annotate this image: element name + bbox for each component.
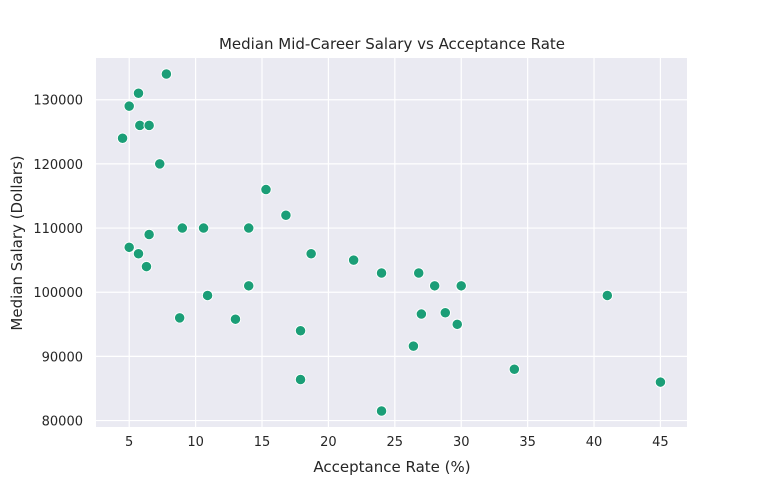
data-point-20 — [294, 325, 307, 337]
plot-area — [96, 58, 687, 427]
data-point-23 — [347, 254, 360, 266]
data-point-34 — [601, 289, 613, 302]
data-point-10 — [160, 68, 173, 80]
data-point-35 — [654, 376, 667, 388]
data-point-1 — [123, 100, 135, 112]
data-point-8 — [143, 228, 155, 241]
y-tick-label-1: 90000 — [42, 350, 83, 365]
data-point-19 — [280, 209, 292, 221]
x-tick-label-2: 15 — [254, 435, 271, 450]
data-point-0 — [116, 132, 129, 144]
data-point-25 — [375, 405, 388, 417]
data-point-17 — [243, 280, 255, 292]
data-point-27 — [413, 267, 425, 279]
y-tick-label-0: 80000 — [42, 415, 83, 430]
data-point-7 — [143, 119, 155, 132]
x-tick-label-4: 25 — [387, 435, 404, 450]
data-point-4 — [132, 87, 145, 99]
data-point-26 — [407, 340, 420, 352]
x-tick-label-8: 45 — [652, 435, 669, 450]
x-tick-label-5: 30 — [453, 435, 470, 450]
y-tick-label-3: 110000 — [33, 222, 83, 237]
data-point-24 — [375, 267, 388, 279]
data-points — [116, 68, 667, 417]
y-tick-label-5: 130000 — [33, 94, 83, 109]
x-tick-label-7: 40 — [586, 435, 603, 450]
data-point-14 — [201, 289, 214, 302]
grid-lines — [96, 58, 687, 427]
data-point-18 — [260, 183, 272, 196]
x-axis-label: Acceptance Rate (%) — [313, 458, 470, 476]
x-tick-label-3: 20 — [320, 435, 337, 450]
data-point-16 — [243, 222, 255, 234]
y-axis-label: Median Salary (Dollars) — [8, 155, 26, 330]
y-tick-label-2: 100000 — [33, 286, 83, 301]
y-axis-ticks: 80000 90000 100000 110000 120000 130000 — [33, 94, 83, 430]
data-point-29 — [429, 280, 441, 292]
data-point-28 — [415, 308, 428, 320]
data-point-5 — [134, 119, 146, 132]
data-point-21 — [294, 373, 307, 386]
y-tick-label-4: 120000 — [33, 158, 83, 173]
data-point-22 — [305, 248, 317, 260]
data-point-30 — [439, 307, 451, 319]
data-point-15 — [229, 313, 242, 325]
data-point-12 — [176, 222, 188, 234]
data-point-13 — [197, 222, 210, 234]
data-point-2 — [123, 241, 135, 253]
x-tick-label-6: 35 — [519, 435, 536, 450]
data-point-9 — [154, 158, 166, 170]
x-axis-ticks: 5 10 15 20 25 30 35 40 45 — [125, 435, 669, 450]
data-point-33 — [508, 363, 520, 375]
data-point-3 — [132, 248, 145, 260]
data-point-6 — [140, 260, 153, 273]
data-point-31 — [451, 318, 463, 330]
data-point-32 — [455, 280, 467, 292]
chart-title: Median Mid-Career Salary vs Acceptance R… — [219, 35, 565, 53]
data-point-11 — [174, 312, 186, 324]
x-tick-label-0: 5 — [125, 435, 133, 450]
x-tick-label-1: 10 — [187, 435, 204, 450]
